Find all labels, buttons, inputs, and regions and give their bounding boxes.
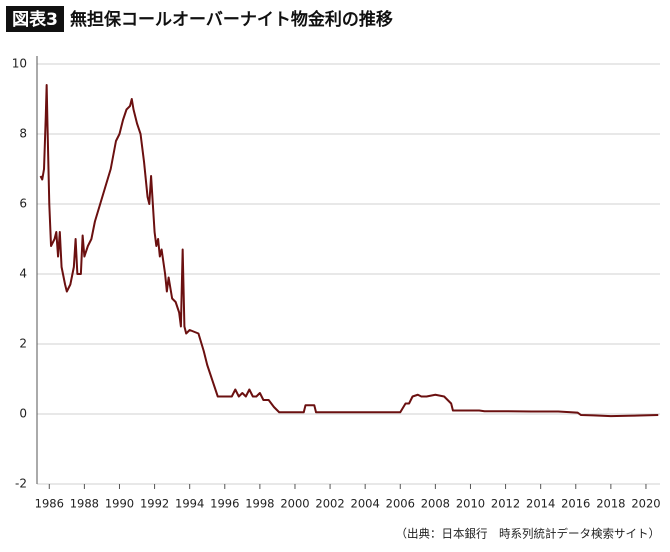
x-tick-label: 2004 <box>351 497 380 511</box>
x-tick-label: 1988 <box>70 497 99 511</box>
x-tick-label: 2014 <box>526 497 555 511</box>
x-tick-label: 2008 <box>421 497 450 511</box>
chart-title: 無担保コールオーバーナイト物金利の推移 <box>70 9 393 30</box>
x-tick-label: 1986 <box>35 497 64 511</box>
y-tick-label: 0 <box>19 407 27 421</box>
x-tick-label: 1994 <box>175 497 204 511</box>
source-note: （出典：日本銀行 時系列統計データ検索サイト） <box>396 527 661 541</box>
x-tick-label: 2012 <box>491 497 520 511</box>
x-tick-label: 1992 <box>140 497 169 511</box>
figure-label: 図表3 <box>12 9 58 30</box>
x-tick-label: 2006 <box>386 497 415 511</box>
x-tick-label: 1996 <box>210 497 239 511</box>
x-tick-label: 2018 <box>596 497 625 511</box>
y-tick-label: 2 <box>19 337 27 351</box>
y-tick-label: 6 <box>19 197 27 211</box>
y-tick-label: -2 <box>15 477 27 491</box>
x-tick-label: 2010 <box>456 497 485 511</box>
x-tick-label: 2000 <box>280 497 309 511</box>
x-tick-label: 1990 <box>105 497 134 511</box>
label-box <box>6 6 64 32</box>
x-tick-label: 2020 <box>631 497 660 511</box>
y-tick-label: 8 <box>19 127 27 141</box>
x-tick-label: 2016 <box>561 497 590 511</box>
series-line <box>39 84 659 418</box>
y-tick-label: 10 <box>12 57 27 71</box>
x-tick-label: 2002 <box>315 497 344 511</box>
x-tick-label: 1998 <box>245 497 274 511</box>
y-tick-label: 4 <box>19 267 27 281</box>
